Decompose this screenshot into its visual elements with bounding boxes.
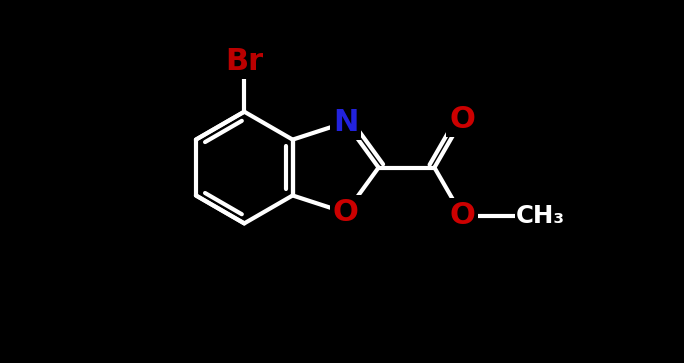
Text: O: O xyxy=(449,201,475,231)
Text: N: N xyxy=(333,108,358,137)
Text: O: O xyxy=(449,105,475,134)
Text: Br: Br xyxy=(225,47,263,76)
Text: CH₃: CH₃ xyxy=(516,204,565,228)
Text: O: O xyxy=(333,198,358,227)
